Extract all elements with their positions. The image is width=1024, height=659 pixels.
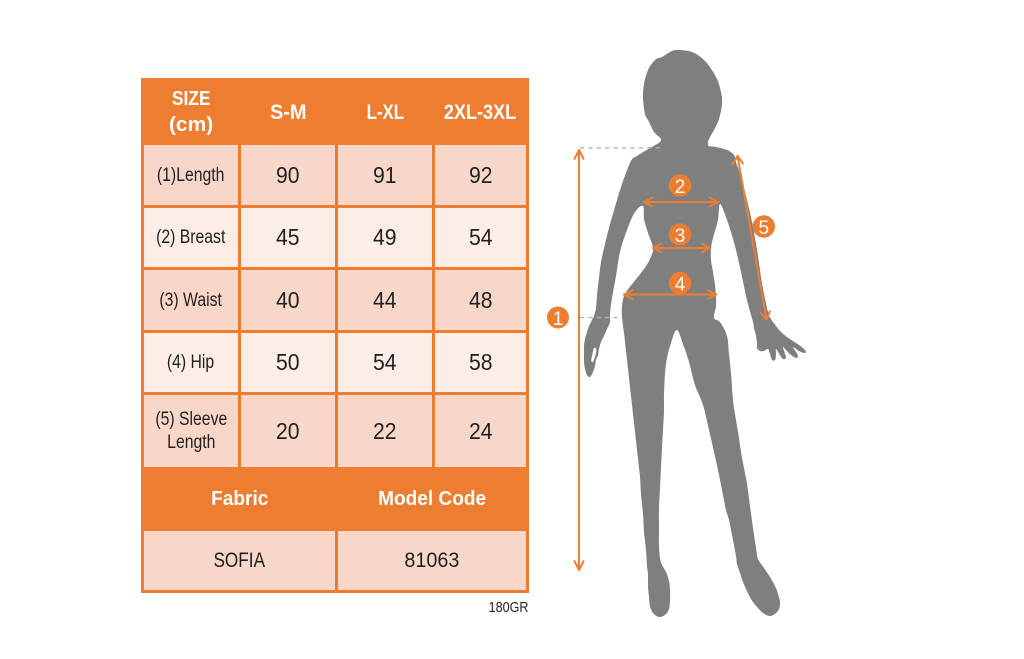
svg-text:2: 2 bbox=[675, 177, 686, 198]
svg-text:3: 3 bbox=[675, 226, 686, 247]
svg-text:1: 1 bbox=[553, 309, 564, 330]
svg-text:5: 5 bbox=[759, 218, 770, 239]
svg-text:4: 4 bbox=[675, 275, 686, 296]
